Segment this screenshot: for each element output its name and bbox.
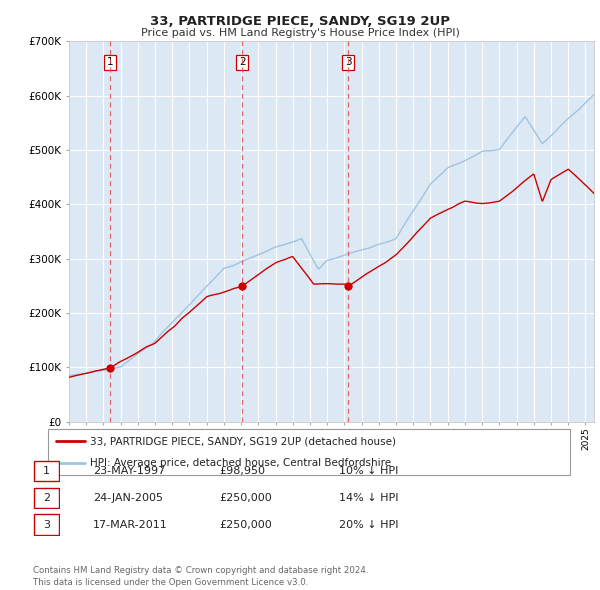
- Text: £98,950: £98,950: [219, 467, 265, 476]
- Text: 2: 2: [239, 57, 245, 67]
- Text: 3: 3: [43, 520, 50, 529]
- FancyBboxPatch shape: [48, 429, 570, 475]
- Text: Contains HM Land Registry data © Crown copyright and database right 2024.
This d: Contains HM Land Registry data © Crown c…: [33, 566, 368, 587]
- Text: 2: 2: [43, 493, 50, 503]
- Text: Price paid vs. HM Land Registry's House Price Index (HPI): Price paid vs. HM Land Registry's House …: [140, 28, 460, 38]
- Text: 1: 1: [43, 467, 50, 476]
- Text: 3: 3: [345, 57, 352, 67]
- Text: 33, PARTRIDGE PIECE, SANDY, SG19 2UP (detached house): 33, PARTRIDGE PIECE, SANDY, SG19 2UP (de…: [90, 437, 396, 447]
- Text: £250,000: £250,000: [219, 520, 272, 529]
- Text: 10% ↓ HPI: 10% ↓ HPI: [339, 467, 398, 476]
- Text: HPI: Average price, detached house, Central Bedfordshire: HPI: Average price, detached house, Cent…: [90, 457, 391, 467]
- Text: 14% ↓ HPI: 14% ↓ HPI: [339, 493, 398, 503]
- Text: 20% ↓ HPI: 20% ↓ HPI: [339, 520, 398, 529]
- Text: 17-MAR-2011: 17-MAR-2011: [93, 520, 168, 529]
- Text: 24-JAN-2005: 24-JAN-2005: [93, 493, 163, 503]
- Text: 1: 1: [107, 57, 113, 67]
- Text: £250,000: £250,000: [219, 493, 272, 503]
- Text: 23-MAY-1997: 23-MAY-1997: [93, 467, 165, 476]
- Text: 33, PARTRIDGE PIECE, SANDY, SG19 2UP: 33, PARTRIDGE PIECE, SANDY, SG19 2UP: [150, 15, 450, 28]
